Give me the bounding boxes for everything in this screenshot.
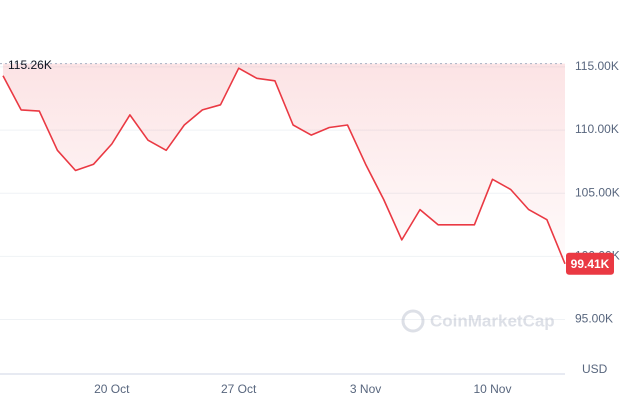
y-tick-label: 115.00K [575,59,619,73]
reference-label: 115.26K [8,58,52,72]
unit-label: USD [582,362,608,376]
x-tick-label: 3 Nov [350,382,381,396]
watermark-text: CoinMarketCap [430,311,555,330]
y-tick-label: 110.00K [575,122,619,136]
area [3,63,565,264]
x-tick-label: 20 Oct [94,382,130,396]
watermark: CoinMarketCap [401,309,555,333]
price-label: 99.41K [571,257,610,271]
y-tick-label: 105.00K [575,185,620,199]
x-tick-label: 27 Oct [221,382,257,396]
y-tick-label: 95.00K [575,312,613,326]
price-line [2,67,566,265]
x-tick-label: 10 Nov [473,382,511,396]
price-label-bg [566,252,614,275]
